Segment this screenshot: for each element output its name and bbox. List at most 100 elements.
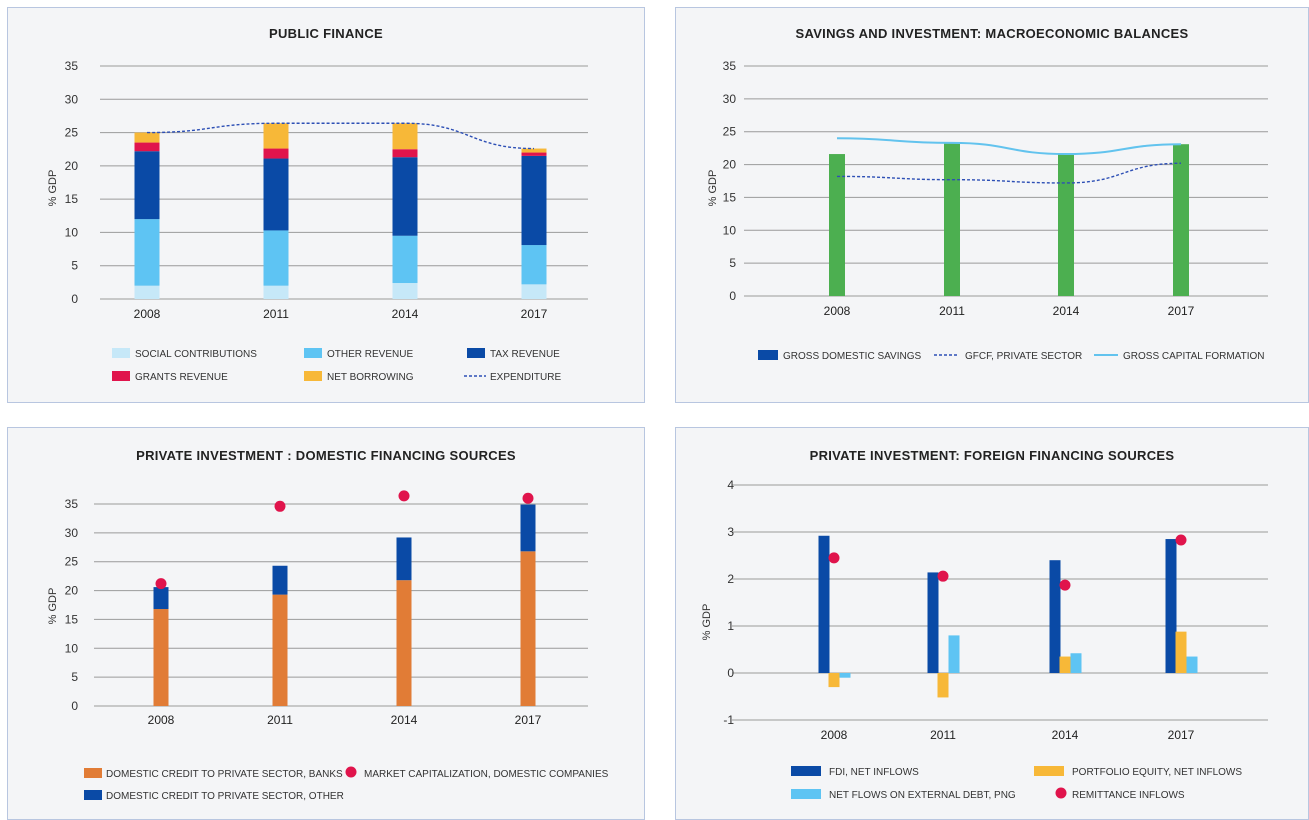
legend-label-grants-revenue: GRANTS REVENUE [135, 372, 228, 383]
chart-title: PRIVATE INVESTMENT : DOMESTIC FINANCING … [136, 448, 516, 463]
y-tick-label: 15 [65, 612, 79, 626]
bar-fdi-net-inflows-2008 [818, 535, 830, 673]
legend-label-social-contributions: SOCIAL CONTRIBUTIONS [135, 349, 257, 360]
point-market-capitalization-domestic-companies-2017 [522, 492, 534, 504]
bar-gross-domestic-savings-2014 [1058, 154, 1074, 296]
bar-social-contributions-2014 [392, 283, 418, 299]
bar-net-borrowing-2011 [263, 123, 289, 149]
legend-swatch-remittance [1055, 787, 1067, 799]
bar-domestic-credit-to-private-sector-banks-2008 [153, 609, 169, 706]
y-tick-label: 10 [65, 225, 79, 239]
bar-grants-revenue-2011 [263, 148, 289, 159]
legend-swatch-other-revenue [304, 348, 322, 358]
y-tick-label: 35 [65, 59, 79, 73]
legend-label-net-borrowing: NET BORROWING [327, 372, 414, 383]
x-tick-label: 2011 [263, 307, 289, 321]
chart-title: PUBLIC FINANCE [269, 26, 383, 41]
y-axis-label: % GDP [47, 588, 59, 625]
y-tick-label: 30 [723, 92, 737, 106]
y-tick-label: 35 [65, 497, 79, 511]
x-tick-label: 2008 [824, 304, 851, 318]
point-remittance-inflows-2008 [828, 552, 840, 564]
y-tick-label: 15 [723, 190, 737, 204]
bar-net-borrowing-2008 [134, 132, 160, 143]
bar-other-revenue-2017 [521, 245, 547, 285]
bar-other-revenue-2011 [263, 230, 289, 286]
x-tick-label: 2014 [1053, 304, 1080, 318]
foreign-financing-panel: PRIVATE INVESTMENT: FOREIGN FINANCING SO… [675, 427, 1309, 820]
y-tick-label: 5 [71, 670, 78, 684]
bar-tax-revenue-2017 [521, 155, 547, 246]
x-tick-label: 2014 [392, 307, 419, 321]
x-tick-label: 2017 [521, 307, 548, 321]
y-tick-label: 0 [729, 289, 736, 303]
y-tick-label: 0 [71, 292, 78, 306]
legend: FDI, NET INFLOWS PORTFOLIO EQUITY, NET I… [791, 766, 1242, 801]
y-tick-label: 2 [727, 572, 734, 586]
chart-title: SAVINGS AND INVESTMENT: MACROECONOMIC BA… [796, 26, 1189, 41]
point-remittance-inflows-2014 [1059, 579, 1071, 591]
legend-label-other-revenue: OTHER REVENUE [327, 349, 413, 360]
legend-label-gross-domestic-savings: GROSS DOMESTIC SAVINGS [783, 351, 921, 362]
domestic-financing-chart: PRIVATE INVESTMENT : DOMESTIC FINANCING … [47, 448, 609, 802]
legend-label-gfcf-private-sector: GFCF, PRIVATE SECTOR [965, 351, 1082, 362]
bar-other-revenue-2014 [392, 235, 418, 284]
public-finance-panel: PUBLIC FINANCE % GDP 0 5 10 15 20 25 30 35 2008 2… [7, 7, 645, 403]
bar-grants-revenue-2014 [392, 149, 418, 158]
legend: DOMESTIC CREDIT TO PRIVATE SECTOR, BANKS… [84, 766, 609, 802]
x-tick-label: 2011 [939, 304, 965, 318]
y-tick-label: 0 [71, 699, 78, 713]
legend-swatch-credit-other [84, 790, 102, 800]
y-tick-label: 25 [65, 126, 79, 140]
bar-grants-revenue-2017 [521, 152, 547, 156]
line-gross-capital-formation [836, 137, 1182, 156]
y-tick-label: 30 [65, 526, 79, 540]
foreign-financing-chart: PRIVATE INVESTMENT: FOREIGN FINANCING SO… [701, 448, 1268, 801]
domestic-financing-panel: PRIVATE INVESTMENT : DOMESTIC FINANCING … [7, 427, 645, 820]
y-tick-label: 20 [65, 159, 79, 173]
y-tick-label: 0 [727, 666, 734, 680]
legend-swatch-net-borrowing [304, 371, 322, 381]
y-tick-label: 25 [65, 555, 79, 569]
bar-social-contributions-2017 [521, 284, 547, 299]
y-tick-label: 10 [723, 223, 737, 237]
bar-fdi-net-inflows-2011 [927, 572, 939, 673]
point-market-capitalization-domestic-companies-2011 [274, 500, 286, 512]
y-tick-label: 20 [65, 584, 79, 598]
legend-swatch-grants-revenue [112, 371, 130, 381]
point-market-capitalization-domestic-companies-2008 [155, 578, 167, 590]
bar-social-contributions-2008 [134, 285, 160, 299]
y-tick-label: 25 [723, 125, 737, 139]
line-gfcf-private-sector [836, 162, 1182, 184]
bar-net-flows-on-external-debt-png-2017 [1186, 656, 1198, 673]
x-tick-label: 2008 [134, 307, 161, 321]
y-tick-label: 1 [727, 619, 734, 633]
y-tick-label: 4 [727, 478, 734, 492]
bar-domestic-credit-to-private-sector-banks-2017 [520, 551, 536, 706]
legend-swatch-tax-revenue [467, 348, 485, 358]
legend-label-expenditure: EXPENDITURE [490, 372, 561, 383]
legend-label-credit-other: DOMESTIC CREDIT TO PRIVATE SECTOR, OTHER [106, 791, 344, 802]
x-tick-label: 2017 [515, 713, 542, 727]
x-tick-label: 2011 [267, 713, 293, 727]
y-tick-label: 35 [723, 59, 737, 73]
bar-net-flows-on-external-debt-png-2008 [839, 673, 851, 678]
point-market-capitalization-domestic-companies-2014 [398, 490, 410, 502]
x-tick-label: 2011 [930, 728, 956, 742]
bar-domestic-credit-to-private-sector-other-2008 [153, 587, 169, 610]
bar-fdi-net-inflows-2017 [1165, 539, 1177, 673]
legend-label-credit-banks: DOMESTIC CREDIT TO PRIVATE SECTOR, BANKS [106, 769, 343, 780]
point-remittance-inflows-2017 [1175, 534, 1187, 546]
y-axis-label: % GDP [707, 170, 719, 207]
bar-domestic-credit-to-private-sector-banks-2011 [272, 594, 288, 706]
bar-gross-domestic-savings-2017 [1173, 144, 1189, 296]
public-finance-chart: PUBLIC FINANCE % GDP 0 5 10 15 20 25 30 35 2008 2… [47, 26, 588, 383]
bar-portfolio-equity-net-inflows-2017 [1175, 631, 1187, 673]
bar-portfolio-equity-net-inflows-2011 [937, 673, 949, 698]
y-tick-label: 15 [65, 192, 79, 206]
y-tick-label: 5 [71, 259, 78, 273]
legend-label-fdi: FDI, NET INFLOWS [829, 767, 919, 778]
bar-tax-revenue-2008 [134, 151, 160, 220]
y-tick-label: -1 [723, 713, 734, 727]
legend-label-gross-capital-formation: GROSS CAPITAL FORMATION [1123, 351, 1265, 362]
